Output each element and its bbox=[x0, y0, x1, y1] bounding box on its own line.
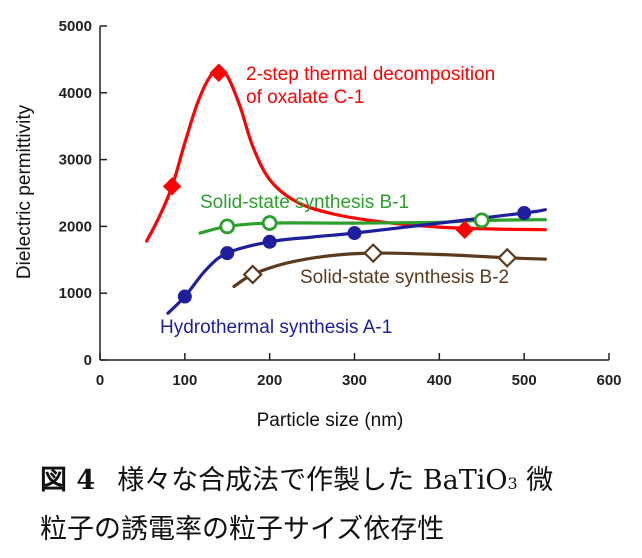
marker-2-step-thermal-decomposition-of-oxalate-c-1-1 bbox=[162, 177, 182, 196]
marker-hydrothermal-synthesis-a-1-1 bbox=[177, 289, 192, 304]
label-c1-line1: 2-step thermal decomposition bbox=[246, 64, 495, 85]
y-axis-title: Dielectric permittivity bbox=[14, 104, 35, 279]
caption-subscript: 3 bbox=[507, 474, 518, 493]
marker-2-step-thermal-decomposition-of-oxalate-c-1-2 bbox=[209, 63, 228, 82]
marker-solid-state-synthesis-b-1-2 bbox=[261, 215, 278, 231]
axes: 0 1000 2000 3000 4000 5000 0 100 200 300 400 500 600 bbox=[59, 18, 622, 389]
plot-area bbox=[145, 63, 547, 315]
x-tick-label-100: 100 bbox=[172, 372, 197, 389]
y-tick-label-5000: 5000 bbox=[59, 18, 92, 35]
x-tick-label-400: 400 bbox=[427, 372, 452, 389]
caption-text-1: 様々な合成法で作製した BaTiO bbox=[117, 465, 508, 496]
marker-solid-state-synthesis-b-1-3 bbox=[473, 212, 490, 229]
label-b2: Solid-state synthesis B-2 bbox=[300, 267, 509, 288]
marker-hydrothermal-synthesis-a-1-5 bbox=[517, 206, 532, 221]
y-tick-label-0: 0 bbox=[84, 352, 92, 369]
label-c1-line2: of oxalate C-1 bbox=[246, 87, 364, 108]
figure-caption: 図 4 様々な合成法で作製した BaTiO3 微 粒子の誘電率の粒子サイズ依存性 bbox=[40, 458, 630, 553]
x-tick-label-500: 500 bbox=[512, 372, 537, 389]
marker-solid-state-synthesis-b-2-2 bbox=[363, 243, 384, 264]
marker-solid-state-synthesis-b-2-1 bbox=[242, 264, 263, 285]
marker-solid-state-synthesis-b-2-3 bbox=[497, 247, 518, 268]
label-a1: Hydrothermal synthesis A-1 bbox=[160, 317, 392, 338]
figure-label: 図 4 bbox=[40, 465, 96, 496]
x-tick-label-600: 600 bbox=[596, 372, 621, 389]
marker-hydrothermal-synthesis-a-1-4 bbox=[347, 226, 362, 241]
marker-hydrothermal-synthesis-a-1-3 bbox=[262, 234, 277, 249]
x-tick-label-0: 0 bbox=[96, 372, 104, 389]
marker-2-step-thermal-decomposition-of-oxalate-c-1-3 bbox=[455, 220, 474, 239]
y-tick-label-2000: 2000 bbox=[59, 218, 92, 235]
caption-line-2: 粒子の誘電率の粒子サイズ依存性 bbox=[40, 514, 445, 545]
caption-line-1: 図 4 様々な合成法で作製した BaTiO3 微 bbox=[40, 458, 630, 507]
caption-text-1-end: 微 bbox=[517, 465, 554, 496]
marker-hydrothermal-synthesis-a-1-2 bbox=[220, 246, 235, 261]
x-axis-title: Particle size (nm) bbox=[257, 410, 404, 431]
y-tick-label-4000: 4000 bbox=[59, 85, 92, 102]
marker-solid-state-synthesis-b-1-1 bbox=[219, 218, 236, 235]
label-b1: Solid-state synthesis B-1 bbox=[200, 192, 409, 213]
x-tick-label-200: 200 bbox=[257, 372, 282, 389]
series-labels: 2-step thermal decomposition of oxalate … bbox=[160, 64, 509, 338]
x-tick-label-300: 300 bbox=[342, 372, 367, 389]
y-tick-label-1000: 1000 bbox=[59, 285, 92, 302]
chart: 0 1000 2000 3000 4000 5000 0 100 200 300 400 500 600… bbox=[14, 18, 622, 431]
y-tick-label-3000: 3000 bbox=[59, 152, 92, 169]
